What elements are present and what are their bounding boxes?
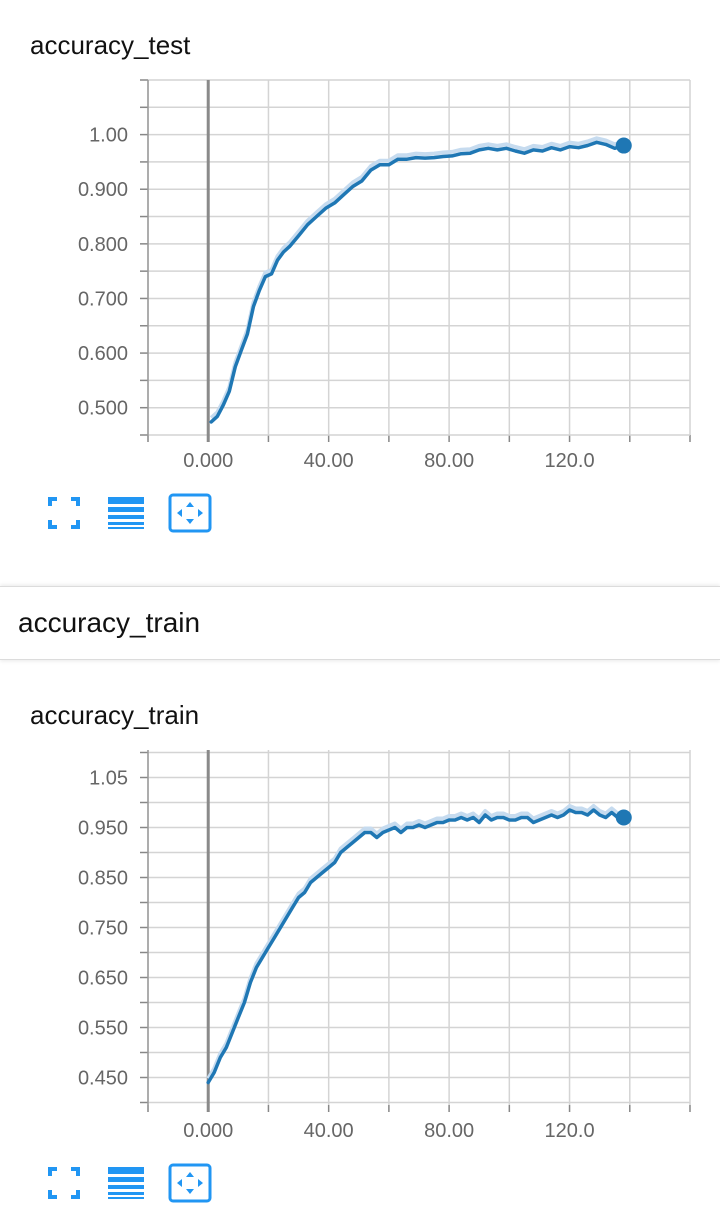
y-tick-label: 1.00 — [89, 125, 128, 147]
y-tick-label: 0.900 — [78, 179, 128, 201]
series-band — [206, 804, 624, 1080]
chart-title-accuracy-test: accuracy_test — [30, 30, 191, 60]
series-line — [209, 140, 626, 424]
series-endpoint-marker — [615, 809, 632, 826]
x-tick-label: 80.00 — [424, 1120, 474, 1142]
x-tick-label: 0.000 — [183, 1120, 233, 1142]
y-tick-label: 0.950 — [78, 818, 128, 840]
series-endpoint-marker — [615, 137, 632, 154]
y-tick-label: 0.850 — [78, 868, 128, 890]
y-tick-label: 0.600 — [78, 343, 128, 365]
x-tick-label: 80.00 — [424, 450, 474, 472]
x-tick-label: 40.00 — [304, 450, 354, 472]
toggle-log-scale-icon[interactable] — [106, 493, 146, 533]
y-tick-label: 0.700 — [78, 288, 128, 310]
y-tick-label: 0.550 — [78, 1018, 128, 1040]
y-tick-label: 0.800 — [78, 234, 128, 256]
x-tick-label: 0.000 — [183, 450, 233, 472]
x-tick-label: 40.00 — [304, 1120, 354, 1142]
series-band — [209, 136, 625, 420]
y-tick-label: 0.750 — [78, 918, 128, 940]
chart-title-accuracy-train: accuracy_train — [30, 700, 200, 730]
series-line — [206, 808, 626, 1085]
chart-accuracy-test[interactable]: 0.500 0.600 0.700 0.800 0.900 1.00 0.000 40.00 8… — [0, 70, 720, 490]
section-title: accuracy_train — [18, 607, 201, 638]
toggle-log-scale-icon[interactable] — [106, 1163, 146, 1203]
chart-toolbar-accuracy-test — [44, 493, 224, 533]
section-header[interactable]: accuracy_train — [0, 586, 720, 660]
y-tick-label: 1.05 — [89, 768, 128, 790]
chart-toolbar-accuracy-train — [44, 1163, 224, 1203]
y-tick-label: 0.650 — [78, 968, 128, 990]
fit-domain-icon[interactable] — [168, 1163, 212, 1203]
y-tick-label: 0.500 — [78, 398, 128, 420]
expand-icon[interactable] — [44, 493, 84, 533]
chart-accuracy-train[interactable]: 0.450 0.550 0.650 0.750 0.850 0.950 1.05 0.000 4… — [0, 740, 720, 1160]
x-tick-label: 120.0 — [545, 450, 595, 472]
expand-icon[interactable] — [44, 1163, 84, 1203]
fit-domain-icon[interactable] — [168, 493, 212, 533]
y-tick-label: 0.450 — [78, 1068, 128, 1090]
x-tick-label: 120.0 — [545, 1120, 595, 1142]
